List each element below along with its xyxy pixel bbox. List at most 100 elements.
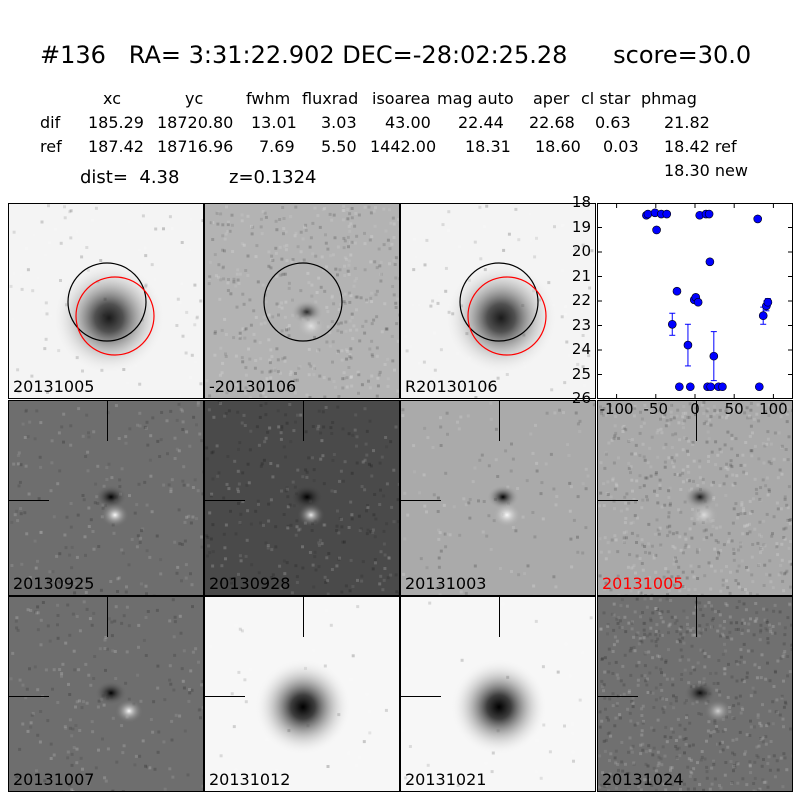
cutout-panel: 20131024 <box>597 596 793 792</box>
position-marker-vertical <box>696 401 697 441</box>
cutout-image <box>401 597 595 791</box>
redshift-value: z=0.1324 <box>229 167 317 188</box>
cutout-image <box>205 401 399 595</box>
cutout-date-label: 20131007 <box>13 770 95 789</box>
cutout-panel: 20131005 <box>597 400 793 596</box>
ref-mag-auto: 18.31 <box>465 137 511 156</box>
position-marker-vertical <box>499 597 500 637</box>
y-tick-label: 19 <box>571 217 591 236</box>
position-marker-vertical <box>696 597 697 637</box>
cutout-image <box>205 597 399 791</box>
y-tick-label: 20 <box>571 242 591 260</box>
data-point <box>683 340 693 350</box>
position-marker-horizontal <box>9 696 49 697</box>
data-point <box>667 319 677 329</box>
cutout-panel: 20130925 <box>8 400 204 596</box>
cutout-date-label: -20130106 <box>209 377 297 396</box>
cutout-date-label: 20131003 <box>405 574 487 593</box>
y-tick-label: 26 <box>571 389 591 407</box>
data-point <box>672 286 682 296</box>
data-point <box>705 257 715 267</box>
data-point <box>709 351 719 361</box>
data-point <box>753 214 763 224</box>
col-header-yc: yc <box>185 89 204 108</box>
position-marker-horizontal <box>598 500 638 501</box>
cutout-image <box>598 597 792 791</box>
data-point <box>693 297 703 307</box>
cutout-image <box>401 401 595 595</box>
col-header-xc: xc <box>103 89 121 108</box>
data-point <box>754 382 764 392</box>
ref-fwhm: 7.69 <box>259 137 295 156</box>
cutout-image <box>9 204 203 398</box>
y-tick-label: 25 <box>571 364 591 383</box>
new-phmag: 18.30 new <box>664 161 748 180</box>
cutout-image <box>9 597 203 791</box>
cutout-date-label: 20131012 <box>209 770 291 789</box>
data-point <box>643 209 653 219</box>
dif-mag-auto: 22.44 <box>458 113 504 132</box>
cutout-panel: R20130106 <box>400 203 596 399</box>
data-point <box>706 382 715 392</box>
position-marker-horizontal <box>598 696 638 697</box>
y-tick-label: 22 <box>571 291 591 309</box>
cutout-image <box>9 401 203 595</box>
position-marker-vertical <box>499 401 500 441</box>
ref-aper: 18.60 <box>535 137 581 156</box>
position-marker-horizontal <box>205 500 245 501</box>
cutout-panel: 20131005 <box>8 203 204 399</box>
ref-isoarea: 1442.00 <box>370 137 437 156</box>
data-point <box>704 209 714 219</box>
position-marker-vertical <box>107 401 108 441</box>
light-curve-plot <box>597 203 793 399</box>
col-header-phmag: phmag <box>641 89 697 108</box>
cutout-image <box>205 204 399 398</box>
cutout-date-label: 20131021 <box>405 770 487 789</box>
position-marker-vertical <box>107 597 108 637</box>
cutout-date-label: 20131024 <box>602 770 684 789</box>
data-point <box>718 382 727 392</box>
dif-fwhm: 13.01 <box>251 113 297 132</box>
ref-xc: 187.42 <box>88 137 144 156</box>
position-marker-horizontal <box>205 696 245 697</box>
x-tick-label: 0 <box>690 400 700 418</box>
col-header-cl-star: cl star <box>581 89 631 108</box>
x-tick-label: 100 <box>759 400 788 418</box>
col-header-isoarea: isoarea <box>372 89 431 108</box>
data-point <box>685 382 695 392</box>
col-header-aper: aper <box>533 89 570 108</box>
data-point <box>763 297 773 307</box>
ref-cl-star: 0.03 <box>603 137 639 156</box>
cutout-panel: 20131021 <box>400 596 596 792</box>
cutout-image <box>598 401 792 595</box>
cutout-panel: 20130928 <box>204 400 400 596</box>
cutout-date-label: R20130106 <box>405 377 498 396</box>
x-tick-label: -50 <box>643 400 669 418</box>
cutout-panel: 20131012 <box>204 596 400 792</box>
cutout-panel: 20131007 <box>8 596 204 792</box>
dif-fluxrad: 3.03 <box>321 113 357 132</box>
ref-phmag: 18.42 ref <box>664 137 737 156</box>
data-point <box>662 209 672 219</box>
data-point <box>675 382 684 392</box>
ref-yc: 18716.96 <box>157 137 234 156</box>
page-title: #136 RA= 3:31:22.902 DEC=-28:02:25.28 sc… <box>40 41 752 69</box>
y-tick-label: 23 <box>571 315 591 334</box>
cutout-date-label: 20131005 <box>13 377 95 396</box>
cutout-date-label: 20131005 <box>602 574 684 593</box>
cutout-image <box>401 204 595 398</box>
dif-yc: 18720.80 <box>157 113 234 132</box>
dist-value: dist= 4.38 <box>80 167 180 188</box>
ref-fluxrad: 5.50 <box>321 137 357 156</box>
position-marker-horizontal <box>401 500 441 501</box>
position-marker-horizontal <box>9 500 49 501</box>
data-point <box>758 311 768 320</box>
cutout-panel: 20131003 <box>400 400 596 596</box>
data-point <box>652 225 661 235</box>
dif-cl-star: 0.63 <box>595 113 631 132</box>
dif-aper: 22.68 <box>529 113 575 132</box>
row-label-ref: ref <box>40 137 62 156</box>
dif-xc: 185.29 <box>88 113 144 132</box>
dif-phmag: 21.82 <box>664 113 710 132</box>
dif-isoarea: 43.00 <box>385 113 431 132</box>
